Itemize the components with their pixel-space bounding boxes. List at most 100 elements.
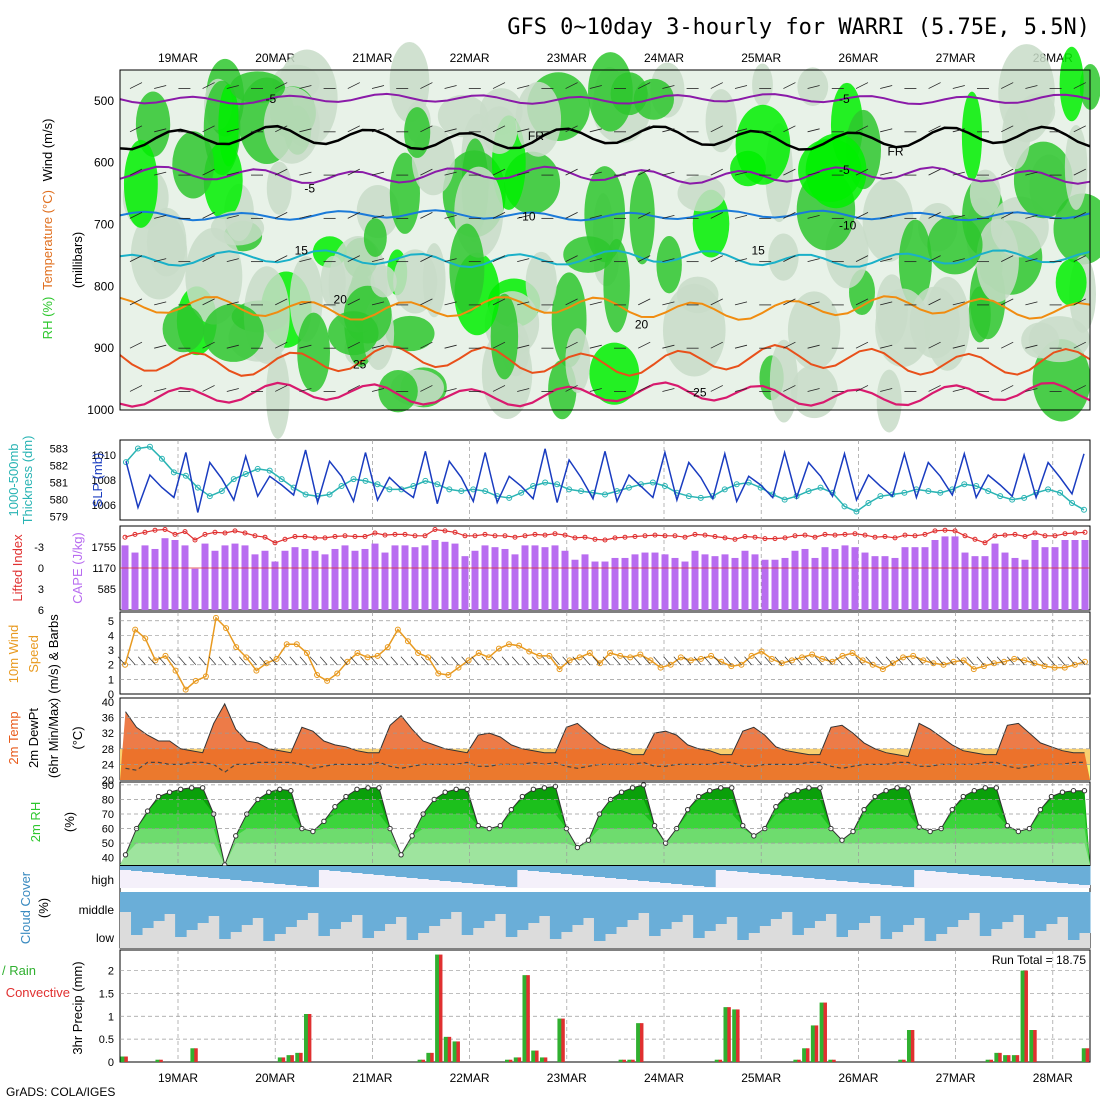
wind-barb <box>299 301 312 306</box>
cloud-high-bar <box>384 866 397 876</box>
temp-tick-label: 36 <box>102 713 114 725</box>
rh-point <box>1004 822 1011 829</box>
cloud-mid-bar <box>1067 892 1080 940</box>
wind-barb <box>638 125 651 133</box>
wind-barb <box>517 301 530 306</box>
cape-bar <box>991 543 999 610</box>
lifted-index-point <box>202 531 208 537</box>
rh-point <box>795 788 801 794</box>
cloud-mid-bar <box>814 892 826 921</box>
precip-convective-bar <box>299 1052 303 1062</box>
cape-bar <box>411 547 419 610</box>
wind-barb <box>952 258 965 263</box>
wind10-speed-line-point <box>1061 664 1068 671</box>
wind10-barb <box>451 656 459 665</box>
wind10-tick-label: 4 <box>108 630 114 642</box>
lifted-index-point <box>322 535 328 541</box>
precip-convective-bar <box>910 1030 915 1062</box>
thickness-line-point <box>997 493 1004 500</box>
wind10-barb <box>693 656 702 665</box>
wind-barb <box>783 341 796 349</box>
wind-barb <box>1025 214 1038 219</box>
cape-bar <box>331 548 339 610</box>
cloud-mid-bar <box>153 892 165 921</box>
wind10-panel: 0 1 2 3 4 5 10m Wind Speed (m/s) & Barbs <box>6 611 1091 701</box>
wind10-speed-line-point <box>728 663 735 670</box>
wind-barb <box>1001 385 1014 392</box>
lifted-index-point <box>542 532 548 538</box>
wind-barb <box>807 171 820 176</box>
wind-barb <box>154 388 167 392</box>
wind-barb <box>1025 128 1038 133</box>
cloud-mid-bar <box>417 892 430 933</box>
temperature-contour <box>119 249 1091 269</box>
date-label-bottom: 26MAR <box>838 1071 878 1085</box>
lifted-index-point <box>512 534 518 540</box>
wind10-speed-line-point <box>223 625 230 632</box>
wind10-barb <box>814 656 823 665</box>
cloud-mid-bar <box>836 892 848 937</box>
precip-convective-bar <box>832 1059 836 1062</box>
wind-barb <box>565 212 578 219</box>
cape-bar <box>631 554 639 610</box>
pressure-tick-label: 900 <box>94 341 114 355</box>
rh-point <box>806 785 812 791</box>
lifted-index-point <box>342 533 348 539</box>
contour-label: -5 <box>265 92 276 106</box>
wind-barb <box>275 341 288 349</box>
rh-point <box>861 806 867 813</box>
wind-barb <box>129 212 143 219</box>
cloud-mid-bar <box>318 892 330 936</box>
wind10-barb <box>643 656 651 665</box>
cloud-high-bar <box>549 866 562 873</box>
cloud-mid-bar <box>549 892 562 939</box>
wind-barb <box>517 258 530 263</box>
rh-point <box>519 793 526 800</box>
cape-bar <box>391 545 399 610</box>
thickness-line-point <box>661 482 668 489</box>
rh-point <box>729 785 735 791</box>
cloud-high-bar <box>935 866 948 872</box>
wind-barb <box>565 255 578 262</box>
cloud-high-bar <box>263 866 275 883</box>
wind-barb <box>226 214 239 219</box>
rh-point <box>773 804 779 810</box>
wind10-barb <box>471 656 479 665</box>
cape-bar <box>581 554 589 610</box>
wind-barb <box>202 212 215 219</box>
wind10-speed-line-point <box>799 654 806 661</box>
cloud-high-bar <box>307 866 319 887</box>
wind-barb <box>589 388 602 392</box>
wind-barb <box>734 388 748 392</box>
wind10-tick-label: 2 <box>108 660 114 672</box>
wind-barb <box>1001 168 1014 176</box>
wind-barb <box>1073 125 1086 133</box>
precip-convective-bar <box>622 1059 626 1062</box>
wind10-speed-line-point <box>394 626 401 633</box>
cloud-mid-bar <box>362 892 375 938</box>
wind10-barb <box>461 656 469 665</box>
lifted-index-point <box>812 534 818 540</box>
wind10-speed-line-point <box>970 666 977 673</box>
precip-total-bar <box>1020 970 1025 1062</box>
cloud-mid-bar <box>131 892 143 935</box>
cloud-mid-bar <box>913 892 926 918</box>
lifted-index-point <box>992 533 998 539</box>
wind10-tick-label: 1 <box>108 674 114 686</box>
rh-shading-blob <box>787 291 841 370</box>
rh-point <box>651 822 658 829</box>
cloud-mid-bar <box>748 892 760 933</box>
wind10-barb <box>835 656 843 665</box>
cloud-high-bar <box>616 866 628 879</box>
thickness-tick-label: 583 <box>50 444 68 456</box>
cape-bar <box>1001 552 1009 610</box>
thickness-line-point <box>961 481 968 488</box>
thickness-line-point <box>242 471 249 478</box>
precip-total-bar <box>810 1025 816 1062</box>
thickness-line-point <box>625 484 632 491</box>
wind-barb <box>952 301 965 306</box>
cape-bar <box>281 550 289 610</box>
wind10-speed-line-point <box>303 650 310 656</box>
wind-barb <box>565 168 578 176</box>
wind-barb <box>1001 125 1014 133</box>
